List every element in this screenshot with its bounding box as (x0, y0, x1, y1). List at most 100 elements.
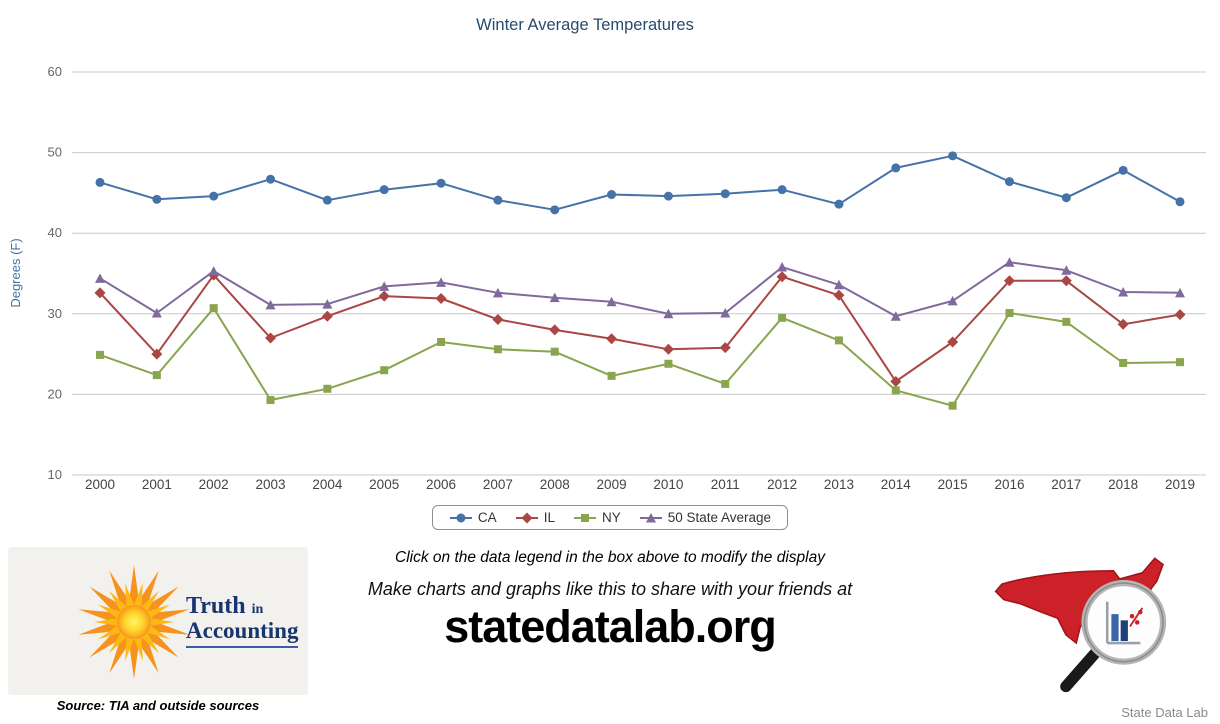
data-point-50 State Average-2007 (492, 287, 503, 298)
state-data-lab-label: State Data Lab (1121, 705, 1208, 720)
data-point-50 State Average-2013 (833, 279, 844, 290)
legend-symbol (456, 513, 466, 522)
mini-scatter-dot (1134, 620, 1140, 625)
data-point-50 State Average-2001 (151, 307, 162, 318)
data-point-IL-2004 (321, 310, 333, 322)
data-point-CA-2012 (777, 185, 787, 195)
data-point-CA-2016 (1004, 177, 1014, 187)
data-point-NY-2006 (437, 338, 446, 347)
x-tick-label: 2016 (994, 477, 1024, 492)
data-point-50 State Average-2000 (95, 273, 105, 283)
x-tick-label: 2014 (881, 477, 912, 492)
x-tick-label: 2002 (199, 477, 229, 492)
usa-map-icon (994, 557, 1167, 693)
legend-box: CA IL NY 50 State Average (431, 505, 789, 530)
magnifier-rim (1083, 582, 1164, 663)
data-point-NY-2019 (1176, 358, 1184, 367)
x-tick-label: 2012 (767, 477, 797, 492)
legend-item-ca[interactable]: CA (449, 510, 497, 525)
mini-scatter-dot (1138, 609, 1143, 615)
mini-bar-darkblue (1120, 620, 1128, 641)
data-point-NY-2016 (1005, 308, 1014, 317)
data-point-50 State Average-2004 (322, 299, 333, 309)
x-tick-label: 2009 (597, 477, 627, 492)
series-ny (96, 304, 1184, 410)
x-tick-label: 2000 (85, 477, 115, 492)
data-point-NY-2004 (323, 384, 332, 393)
data-point-CA-2006 (436, 178, 446, 188)
data-point-50 State Average-2003 (265, 299, 276, 310)
data-point-CA-2003 (266, 174, 276, 184)
legend-marker-icon (639, 512, 662, 522)
legend-label: IL (543, 510, 555, 525)
data-point-IL-2016 (1003, 275, 1015, 287)
x-tick-label: 2001 (142, 477, 172, 492)
legend-item-50-state-average[interactable]: 50 State Average (639, 510, 771, 525)
legend-item-il[interactable]: IL (515, 510, 555, 525)
data-point-50 State Average-2010 (663, 308, 674, 319)
y-axis-title: Degrees (F) (8, 238, 23, 307)
legend-hint-text: Click on the data legend in the box abov… (395, 549, 825, 566)
data-point-IL-2019 (1174, 309, 1186, 321)
series-line (99, 261, 1181, 318)
x-tick-label: 2018 (1108, 477, 1138, 492)
mini-bar-blue (1111, 614, 1119, 641)
x-tick-label: 2010 (653, 477, 683, 492)
data-point-50 State Average-2011 (720, 307, 731, 318)
data-point-CA-2007 (493, 195, 503, 205)
y-tick-label: 10 (48, 467, 62, 482)
data-point-IL-2009 (606, 333, 618, 345)
data-point-IL-2010 (662, 343, 674, 355)
data-point-NY-2017 (1062, 317, 1071, 326)
x-tick-label: 2007 (483, 477, 513, 492)
data-point-NY-2012 (778, 313, 787, 322)
legend-item-ny[interactable]: NY (573, 510, 621, 525)
legend-label: NY (601, 510, 621, 525)
data-point-NY-2005 (380, 366, 389, 375)
data-point-NY-2003 (266, 396, 275, 405)
x-tick-label: 2019 (1165, 477, 1195, 492)
legend-marker-icon (515, 512, 538, 523)
legend-symbol (580, 513, 589, 522)
data-point-IL-2000 (94, 287, 106, 299)
y-tick-label: 60 (48, 64, 62, 79)
series-ca (95, 151, 1185, 215)
data-point-CA-2005 (379, 185, 389, 195)
x-tick-label: 2006 (426, 477, 456, 492)
legend-symbol (645, 512, 656, 522)
data-point-CA-2011 (720, 189, 730, 199)
x-tick-label: 2005 (369, 477, 399, 492)
data-point-CA-2001 (152, 194, 162, 204)
series-line (99, 307, 1181, 407)
data-point-50 State Average-2006 (436, 277, 447, 287)
data-point-IL-2013 (833, 289, 845, 301)
data-point-50 State Average-2015 (947, 295, 958, 306)
data-point-50 State Average-2019 (1175, 287, 1185, 298)
sun-burst-icon (78, 565, 190, 679)
data-point-NY-2009 (607, 371, 616, 380)
data-point-CA-2008 (550, 205, 560, 215)
data-point-CA-2009 (607, 190, 617, 200)
data-point-CA-2013 (834, 199, 844, 209)
legend-label: 50 State Average (667, 510, 772, 525)
series-line (99, 274, 1181, 383)
chart-legend: CA IL NY 50 State Average (0, 505, 1220, 530)
line-chart: 10 20 30 40 50 60 2000 2001 2002 2003 2004 2005 2006… (8, 16, 1206, 492)
data-point-CA-2014 (891, 163, 901, 173)
data-point-NY-2007 (493, 345, 502, 354)
legend-label: CA (477, 510, 497, 525)
data-point-IL-2001 (151, 348, 163, 360)
y-tick-label: 20 (48, 386, 62, 401)
data-point-IL-2005 (378, 290, 390, 302)
data-point-CA-2019 (1175, 197, 1185, 207)
source-attribution-text: Source: TIA and outside sources (56, 698, 260, 713)
x-tick-label: 2003 (256, 477, 286, 492)
site-name-text[interactable]: statedatalab.org (444, 601, 777, 652)
logo-word-in: in (251, 602, 264, 617)
data-point-NY-2018 (1119, 358, 1128, 367)
data-point-50 State Average-2002 (208, 266, 219, 276)
legend-marker-icon (449, 513, 472, 522)
data-point-NY-2010 (664, 359, 673, 368)
data-point-IL-2017 (1060, 275, 1072, 287)
logo-word-accounting: Accounting (186, 619, 299, 649)
